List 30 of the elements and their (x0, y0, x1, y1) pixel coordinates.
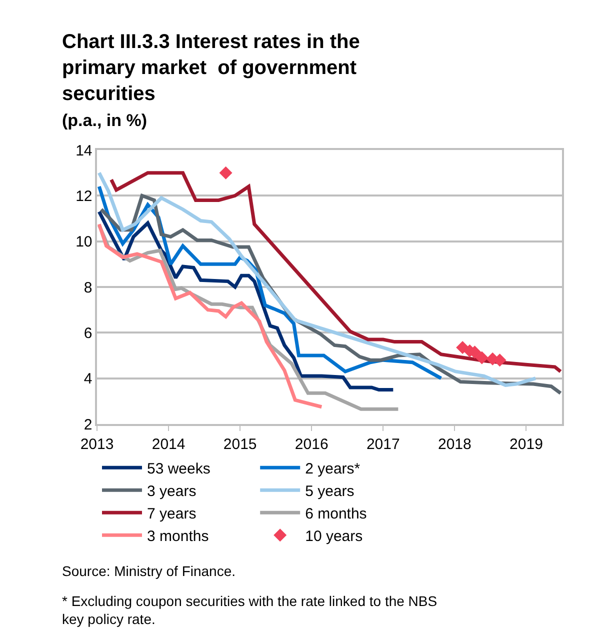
source-note: Source: Ministry of Finance. (62, 563, 236, 579)
x-tick-label: 2016 (294, 436, 328, 453)
chart-subtitle: (p.a., in %) (62, 111, 147, 130)
legend-label: 5 years (305, 483, 354, 500)
x-tick-label: 2018 (438, 436, 472, 453)
legend-label: 7 years (147, 506, 196, 522)
point (219, 166, 232, 180)
line-series (97, 210, 395, 392)
text: * Excluding coupon securities with the rate linked to the NBS key policy rate. (62, 593, 438, 628)
y-tick-label: 8 (84, 279, 92, 296)
legend-label: 2 years* (305, 460, 360, 478)
y-tick-label: 4 (84, 370, 92, 388)
legend-label: 10 years (305, 528, 363, 545)
y-tick-label: 14 (76, 142, 92, 160)
y-tick-label: 2 (84, 416, 92, 434)
legend-label: 3 years (147, 483, 196, 500)
x-tick-label: 2013 (80, 436, 114, 453)
y-tick-label: 12 (76, 188, 92, 205)
x-tick-label: 2014 (152, 436, 186, 453)
x-tick-label: 2015 (223, 436, 257, 453)
x-tick-label: 2017 (366, 436, 400, 453)
line-series (97, 222, 324, 409)
x-tick-label: 2019 (510, 436, 543, 453)
legend-label: 6 months (305, 506, 367, 522)
legend-label: 3 months (147, 528, 209, 545)
legend-label: 53 weeks (147, 460, 210, 478)
y-tick-label: 10 (76, 234, 92, 251)
chart-title: Chart III.3.3 Interest rates in the primary market of government securities (62, 31, 360, 105)
point (475, 351, 488, 364)
y-tick-label: 6 (84, 324, 92, 342)
